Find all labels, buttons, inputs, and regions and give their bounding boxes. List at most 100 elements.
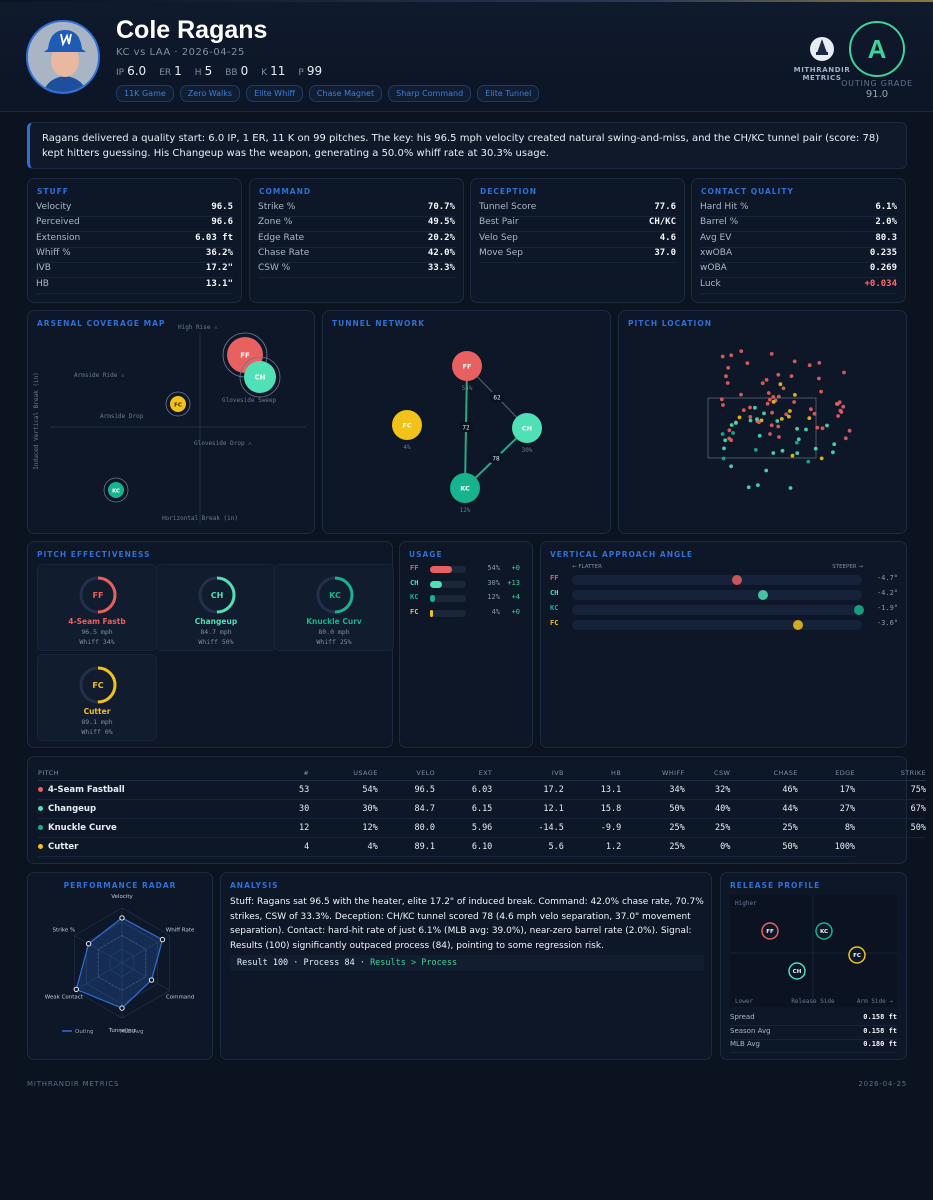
release-point-fc[interactable] bbox=[848, 946, 866, 964]
release-point-ff[interactable] bbox=[761, 922, 779, 940]
tunnel-node-kc[interactable] bbox=[450, 473, 480, 503]
table-cell: 5.96 bbox=[435, 818, 493, 838]
effect-card-ch[interactable]: CH Changeup 84.7 mph Whiff 50% bbox=[156, 564, 276, 651]
pitch-bubble-ch[interactable] bbox=[244, 361, 276, 393]
table-row[interactable]: 4-Seam Fastball 53 54% 96.5 6.03 17.2 13.1 34% 3… bbox=[38, 780, 926, 800]
vaa-value: -4.7° bbox=[876, 574, 898, 582]
stat-p: P 99 bbox=[298, 64, 322, 78]
table-cell: 4-Seam Fastball bbox=[38, 780, 281, 800]
pitch-code: CH bbox=[550, 589, 559, 597]
tag-chip[interactable]: Elite Tunnel bbox=[477, 85, 540, 102]
pitch-dot bbox=[38, 824, 43, 830]
release-point-label: KC bbox=[820, 929, 828, 935]
release-label: Spread bbox=[730, 1013, 755, 1021]
usage-row: FF 54% +0 bbox=[410, 564, 524, 576]
tag-chip[interactable]: Sharp Command bbox=[388, 85, 472, 102]
tag-chip[interactable]: Zero Walks bbox=[179, 85, 241, 102]
table-cell: 100% bbox=[797, 837, 856, 857]
usage-track bbox=[430, 580, 466, 588]
table-cell: 12% bbox=[309, 818, 378, 838]
pitch-name: Changeup bbox=[194, 617, 238, 626]
result-text: Result 100 · Process 84 · bbox=[237, 958, 371, 968]
pitch-dot-kc bbox=[721, 456, 726, 461]
pitch-code: KC bbox=[410, 593, 419, 601]
usage-delta: +0 bbox=[511, 564, 520, 572]
col-header: STRIKE bbox=[855, 766, 926, 781]
radar-point bbox=[148, 977, 155, 983]
usage-delta: +0 bbox=[511, 607, 520, 616]
location-panel: PITCH LOCATION bbox=[618, 310, 907, 534]
ring-fill bbox=[79, 666, 117, 704]
tunnel-node-ch[interactable] bbox=[512, 413, 542, 443]
pitch-dot-ff bbox=[726, 365, 731, 370]
tag-chip[interactable]: 11K Game bbox=[116, 85, 174, 102]
pitch-dot-ff bbox=[820, 426, 825, 431]
pitch-dot-ch bbox=[755, 417, 759, 421]
outing-polygon bbox=[75, 917, 164, 1009]
stat-value: 0.269 bbox=[869, 263, 897, 274]
table-cell: 27% bbox=[797, 799, 856, 819]
radar-point bbox=[85, 941, 92, 947]
stat-value: 37.0 bbox=[654, 247, 676, 258]
bubble-label: FF bbox=[240, 352, 250, 360]
stat-value: 6.1% bbox=[875, 202, 897, 212]
ring-label: CH bbox=[211, 591, 224, 600]
stat-row: Strike % 70.7% bbox=[258, 202, 455, 217]
pitch-dot-ff bbox=[764, 378, 769, 382]
stat-value: 99 bbox=[306, 64, 323, 78]
table-row[interactable]: Cutter 4 4% 89.1 6.10 5.6 1.2 25% 0% 50% 100% bbox=[38, 837, 926, 857]
radar-point bbox=[119, 915, 125, 921]
release-point-ch[interactable] bbox=[788, 962, 806, 980]
pitch-bubble-fc[interactable] bbox=[170, 396, 186, 412]
col-header: IVB bbox=[492, 766, 564, 781]
pitch-dot-ff bbox=[725, 381, 730, 385]
whiff-ring: FC bbox=[79, 666, 117, 704]
tag-chip[interactable]: Chase Magnet bbox=[308, 85, 383, 102]
pitch-dot-ff bbox=[727, 428, 732, 433]
stat-value: 96.6 bbox=[211, 217, 233, 228]
arsenal-panel: ARSENAL COVERAGE MAP High Rise ⚠ Armside … bbox=[27, 310, 315, 534]
vaa-track bbox=[572, 590, 862, 600]
pitch-dot-ff bbox=[719, 397, 724, 402]
release-panel: RELEASE PROFILE Higher Lower Release Side A… bbox=[720, 872, 907, 1060]
stat-label: Perceived bbox=[36, 217, 80, 228]
effect-card-fc[interactable]: FC Cutter 89.1 mph Whiff 0% bbox=[37, 654, 157, 741]
table-row[interactable]: Knuckle Curve 12 12% 80.0 5.96 -14.5 -9.9 25% 25… bbox=[38, 818, 926, 838]
pitch-bubble-kc[interactable] bbox=[108, 482, 124, 498]
col-header: # bbox=[280, 766, 310, 781]
pitch-dot-ff bbox=[721, 403, 725, 407]
table-cell: 30% bbox=[309, 799, 378, 819]
stat-row: Chase Rate 42.0% bbox=[258, 248, 455, 263]
pitch-whiff: Whiff 50% bbox=[198, 638, 234, 646]
table-cell: 30 bbox=[280, 799, 310, 819]
table-cell: 32% bbox=[684, 780, 731, 800]
effect-card-kc[interactable]: KC Knuckle Curv 80.0 mph Whiff 25% bbox=[274, 564, 394, 651]
pitch-dot-ch bbox=[748, 418, 753, 423]
usage-panel: USAGE FF 54% +0 CH 30% +13 KC 12% +4 FC 4% +0 bbox=[399, 541, 533, 748]
stat-value: 77.6 bbox=[654, 202, 676, 212]
stat-row: Perceived 96.6 bbox=[36, 217, 233, 233]
pitch-dot-ff bbox=[720, 354, 725, 359]
stat-panel-contact-quality: CONTACT QUALITY Hard Hit % 6.1% Barrel % 2.0… bbox=[691, 178, 906, 303]
pitch-dot-ff bbox=[836, 414, 840, 418]
pitching-line: IP 6.0 ER 1 H 5 BB 0 K 11 P 99 bbox=[116, 64, 335, 78]
radar-axis-label: Tunneling bbox=[108, 1028, 135, 1034]
release-row: Spread 0.158 ft bbox=[730, 1013, 897, 1026]
release-point-kc[interactable] bbox=[815, 922, 833, 940]
tag-chip[interactable]: Elite Whiff bbox=[246, 85, 303, 102]
ring-fill bbox=[79, 576, 117, 614]
pitch-dot-ff bbox=[757, 420, 761, 424]
tunnel-node-fc[interactable] bbox=[392, 410, 422, 440]
effect-card-ff[interactable]: FF 4-Seam Fastb 96.5 mph Whiff 34% bbox=[37, 564, 157, 651]
pitch-name: Cutter bbox=[83, 707, 111, 716]
usage-bar bbox=[430, 595, 435, 602]
usage-pct: 4% bbox=[491, 607, 500, 616]
stat-label: Tunnel Score bbox=[479, 202, 537, 212]
stat-row: Whiff % 36.2% bbox=[36, 248, 233, 263]
col-header: USAGE bbox=[309, 766, 378, 781]
tunnel-node-ff[interactable] bbox=[452, 351, 482, 381]
pitch-dot-ff bbox=[815, 425, 820, 430]
table-row[interactable]: Changeup 30 30% 84.7 6.15 12.1 15.8 50% 40% 44% 27… bbox=[38, 799, 926, 819]
vaa-track bbox=[572, 605, 865, 615]
pitch-dot-ch bbox=[762, 411, 766, 416]
